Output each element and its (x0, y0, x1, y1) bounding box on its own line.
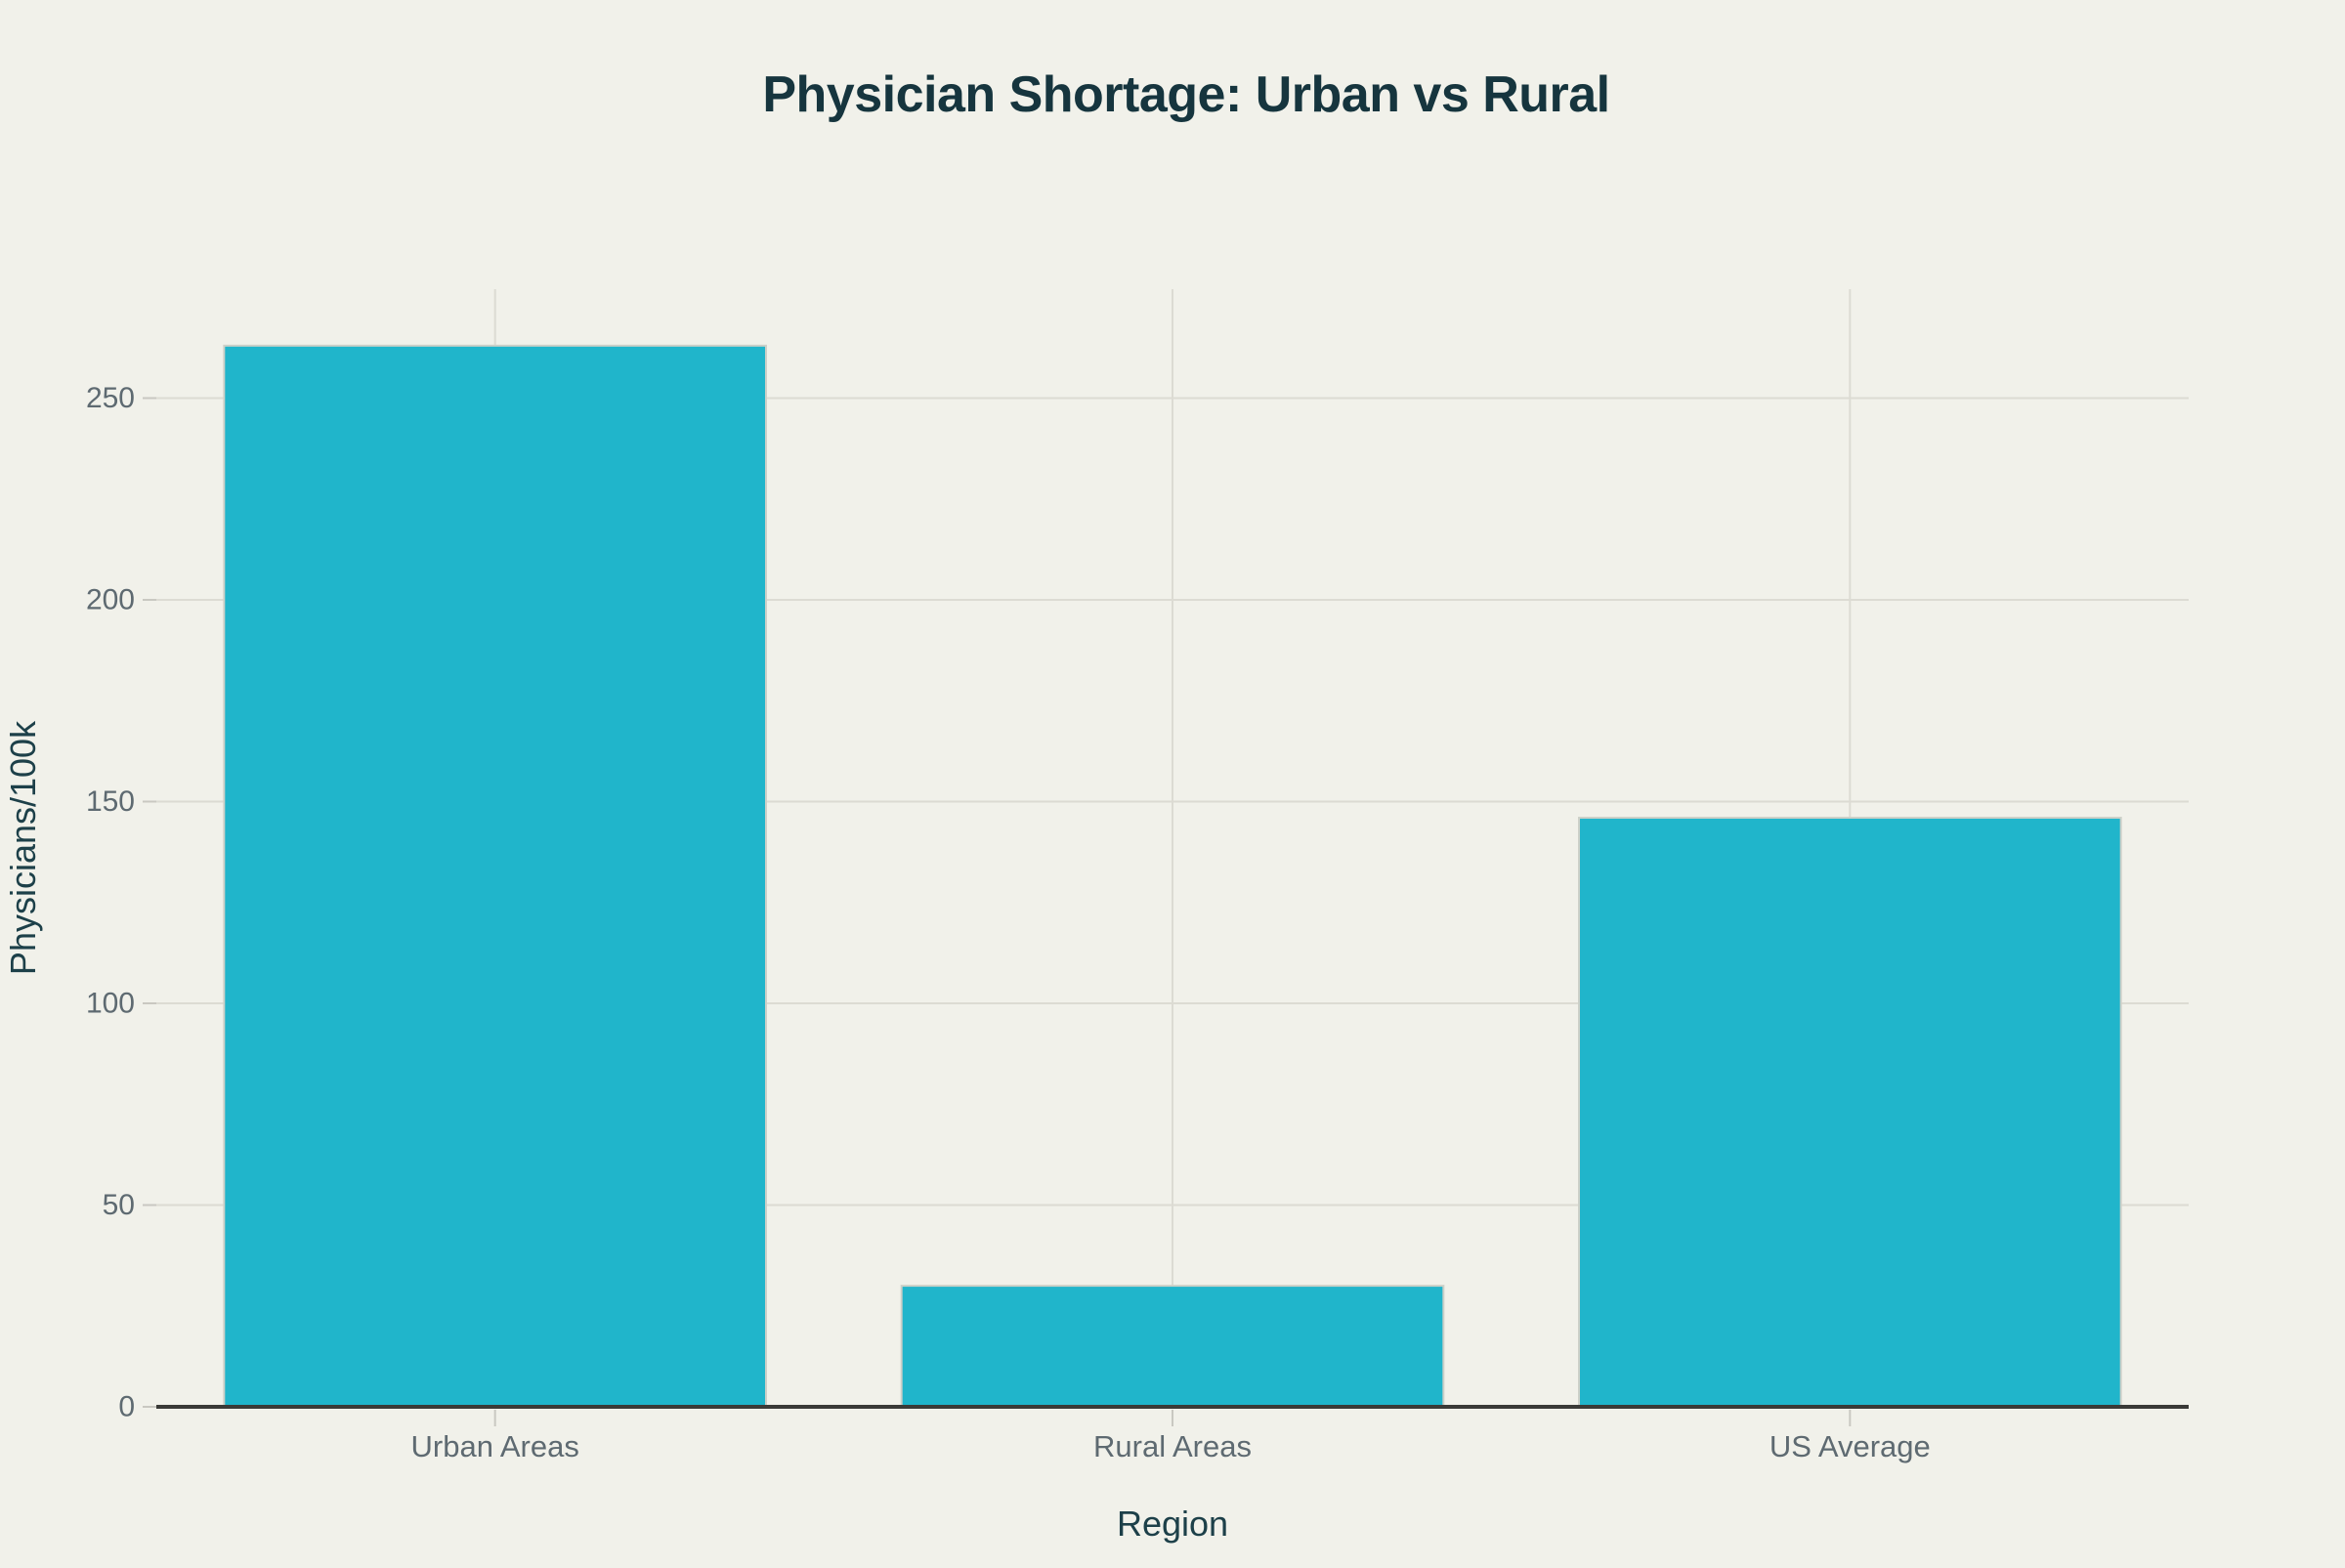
x-tick-label-rural-areas: Rural Areas (1093, 1429, 1252, 1463)
y-tick-label-0: 0 (118, 1391, 135, 1423)
y-tick-label-150: 150 (86, 785, 135, 818)
x-tick-label-urban-areas: Urban Areas (411, 1429, 579, 1463)
y-tick-label-250: 250 (86, 382, 135, 414)
y-axis-title: Physicians/100k (3, 720, 43, 975)
y-tick-label-200: 200 (86, 584, 135, 616)
bar-urban-areas[interactable] (223, 344, 768, 1409)
y-tick-label-50: 50 (103, 1189, 135, 1221)
x-axis-title: Region (1117, 1504, 1228, 1544)
y-tick-label-100: 100 (86, 988, 135, 1020)
chart-title: Physician Shortage: Urban vs Rural (762, 66, 1609, 123)
bar-rural-areas[interactable] (900, 1285, 1445, 1408)
x-tick-label-us-average: US Average (1769, 1429, 1931, 1463)
bar-us-average[interactable] (1578, 817, 2122, 1408)
